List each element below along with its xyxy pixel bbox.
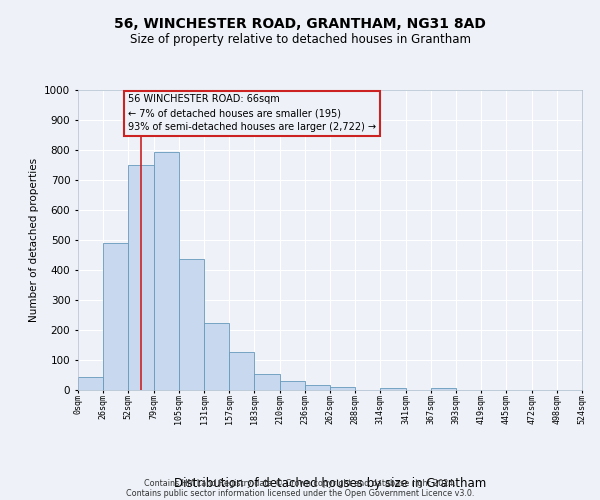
- Bar: [128, 165, 154, 390]
- Y-axis label: Number of detached properties: Number of detached properties: [29, 158, 38, 322]
- Bar: [78, 376, 103, 390]
- Text: 56, WINCHESTER ROAD, GRANTHAM, NG31 8AD: 56, WINCHESTER ROAD, GRANTHAM, NG31 8AD: [114, 18, 486, 32]
- Bar: [179, 259, 204, 390]
- Bar: [229, 352, 254, 390]
- Bar: [330, 387, 355, 390]
- Bar: [280, 381, 305, 390]
- Text: Size of property relative to detached houses in Grantham: Size of property relative to detached ho…: [130, 32, 470, 46]
- Bar: [431, 388, 456, 390]
- Bar: [305, 385, 330, 390]
- X-axis label: Distribution of detached houses by size in Grantham: Distribution of detached houses by size …: [174, 477, 486, 490]
- Text: 56 WINCHESTER ROAD: 66sqm
← 7% of detached houses are smaller (195)
93% of semi-: 56 WINCHESTER ROAD: 66sqm ← 7% of detach…: [128, 94, 376, 132]
- Bar: [103, 243, 128, 390]
- Text: Contains HM Land Registry data © Crown copyright and database right 2024.: Contains HM Land Registry data © Crown c…: [144, 478, 456, 488]
- Text: Contains public sector information licensed under the Open Government Licence v3: Contains public sector information licen…: [126, 488, 474, 498]
- Bar: [254, 374, 280, 390]
- Bar: [380, 388, 406, 390]
- Bar: [204, 324, 229, 390]
- Bar: [154, 152, 179, 390]
